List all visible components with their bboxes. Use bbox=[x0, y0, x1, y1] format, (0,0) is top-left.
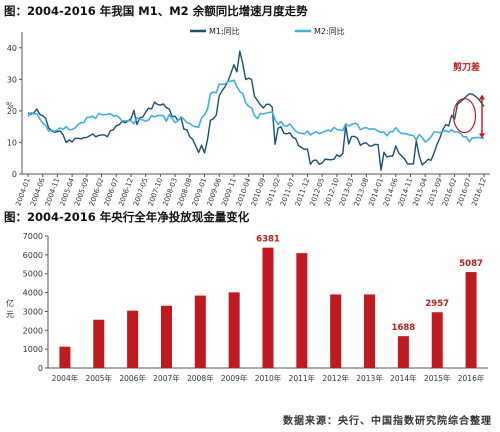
bar-2016年 bbox=[465, 272, 477, 368]
bar-data-label: 6381 bbox=[256, 235, 280, 245]
y-tick-label: 10 bbox=[7, 138, 17, 147]
bar-2015年 bbox=[431, 312, 443, 368]
x-tick-label: 2011年 bbox=[289, 373, 316, 383]
x-tick-label: 2005年 bbox=[85, 373, 112, 383]
bar-2014年 bbox=[397, 336, 409, 368]
y-tick-label: 40 bbox=[7, 44, 17, 53]
bar-data-label: 1688 bbox=[392, 323, 416, 333]
annotation-arrowhead-bottom bbox=[479, 133, 485, 139]
y-tick-label: 7000 bbox=[23, 232, 43, 241]
bar-2005年 bbox=[93, 319, 105, 368]
y-tick-label: 5000 bbox=[23, 270, 43, 279]
x-tick-label: 2006年 bbox=[119, 373, 146, 383]
annotation-arrowhead-top bbox=[479, 94, 485, 100]
series-line-m1 bbox=[27, 50, 485, 171]
bar-2013年 bbox=[364, 294, 376, 368]
bar-2004年 bbox=[59, 346, 71, 368]
legend-label: M1:同比 bbox=[209, 26, 240, 36]
line-chart-title: 图：2004-2016 年我国 M1、M2 余额同比增速月度走势 bbox=[4, 4, 308, 18]
m1-m2-line-chart: 010203040%2004-012004-062004-112005-0420… bbox=[6, 26, 490, 206]
x-tick-label: 2008年 bbox=[187, 373, 214, 383]
bar-2007年 bbox=[160, 305, 172, 368]
y-unit-label: % bbox=[6, 101, 14, 110]
y-tick-label: 0 bbox=[12, 170, 17, 179]
y-tick-label: 20 bbox=[7, 107, 17, 116]
bar-2009年 bbox=[228, 292, 240, 368]
bar-data-label: 5087 bbox=[459, 259, 483, 269]
y-tick-label: 2000 bbox=[23, 326, 43, 335]
x-tick-label: 2016年 bbox=[458, 373, 485, 383]
bar-chart-title: 图：2004-2016 年央行全年净投放现金量变化 bbox=[4, 210, 250, 224]
y-tick-label: 4000 bbox=[23, 289, 43, 298]
y-tick-label: 0 bbox=[38, 364, 43, 373]
y-tick-label: 3000 bbox=[23, 307, 43, 316]
bar-2011年 bbox=[296, 253, 308, 368]
x-tick-label: 2016-12 bbox=[470, 177, 488, 206]
y-tick-label: 30 bbox=[7, 75, 17, 84]
series-line-m2 bbox=[27, 79, 485, 143]
y-unit-label: 亿 bbox=[6, 298, 14, 308]
x-tick-label: 2015年 bbox=[424, 373, 451, 383]
y-tick-label: 1000 bbox=[23, 345, 43, 354]
x-tick-label: 2013年 bbox=[356, 373, 383, 383]
y-tick-label: 6000 bbox=[23, 251, 43, 260]
annotation-label: 剪刀差 bbox=[453, 61, 480, 73]
cash-injection-bar-chart: 0 1000 2000 3000 4000 5000 6000 7000 亿元 2004年 2005… bbox=[6, 232, 488, 383]
bar-2006年 bbox=[127, 310, 139, 368]
y-unit-label: 元 bbox=[6, 310, 14, 319]
x-tick-label: 2014年 bbox=[390, 373, 417, 383]
x-tick-label: 2009年 bbox=[221, 373, 248, 383]
bar-2012年 bbox=[330, 294, 342, 368]
annotation-ellipse bbox=[452, 98, 477, 134]
data-source-note: 数据来源：央行、中国指数研究院综合整理 bbox=[283, 416, 492, 427]
x-tick-label: 2010年 bbox=[255, 373, 282, 383]
x-tick-label: 2007年 bbox=[153, 373, 180, 383]
legend-label: M2:同比 bbox=[314, 26, 345, 36]
bar-2008年 bbox=[194, 295, 206, 368]
x-tick-label: 2012年 bbox=[322, 373, 349, 383]
bar-2010年 bbox=[262, 247, 274, 368]
bar-data-label: 2957 bbox=[425, 299, 449, 309]
x-tick-label: 2004年 bbox=[52, 373, 79, 383]
